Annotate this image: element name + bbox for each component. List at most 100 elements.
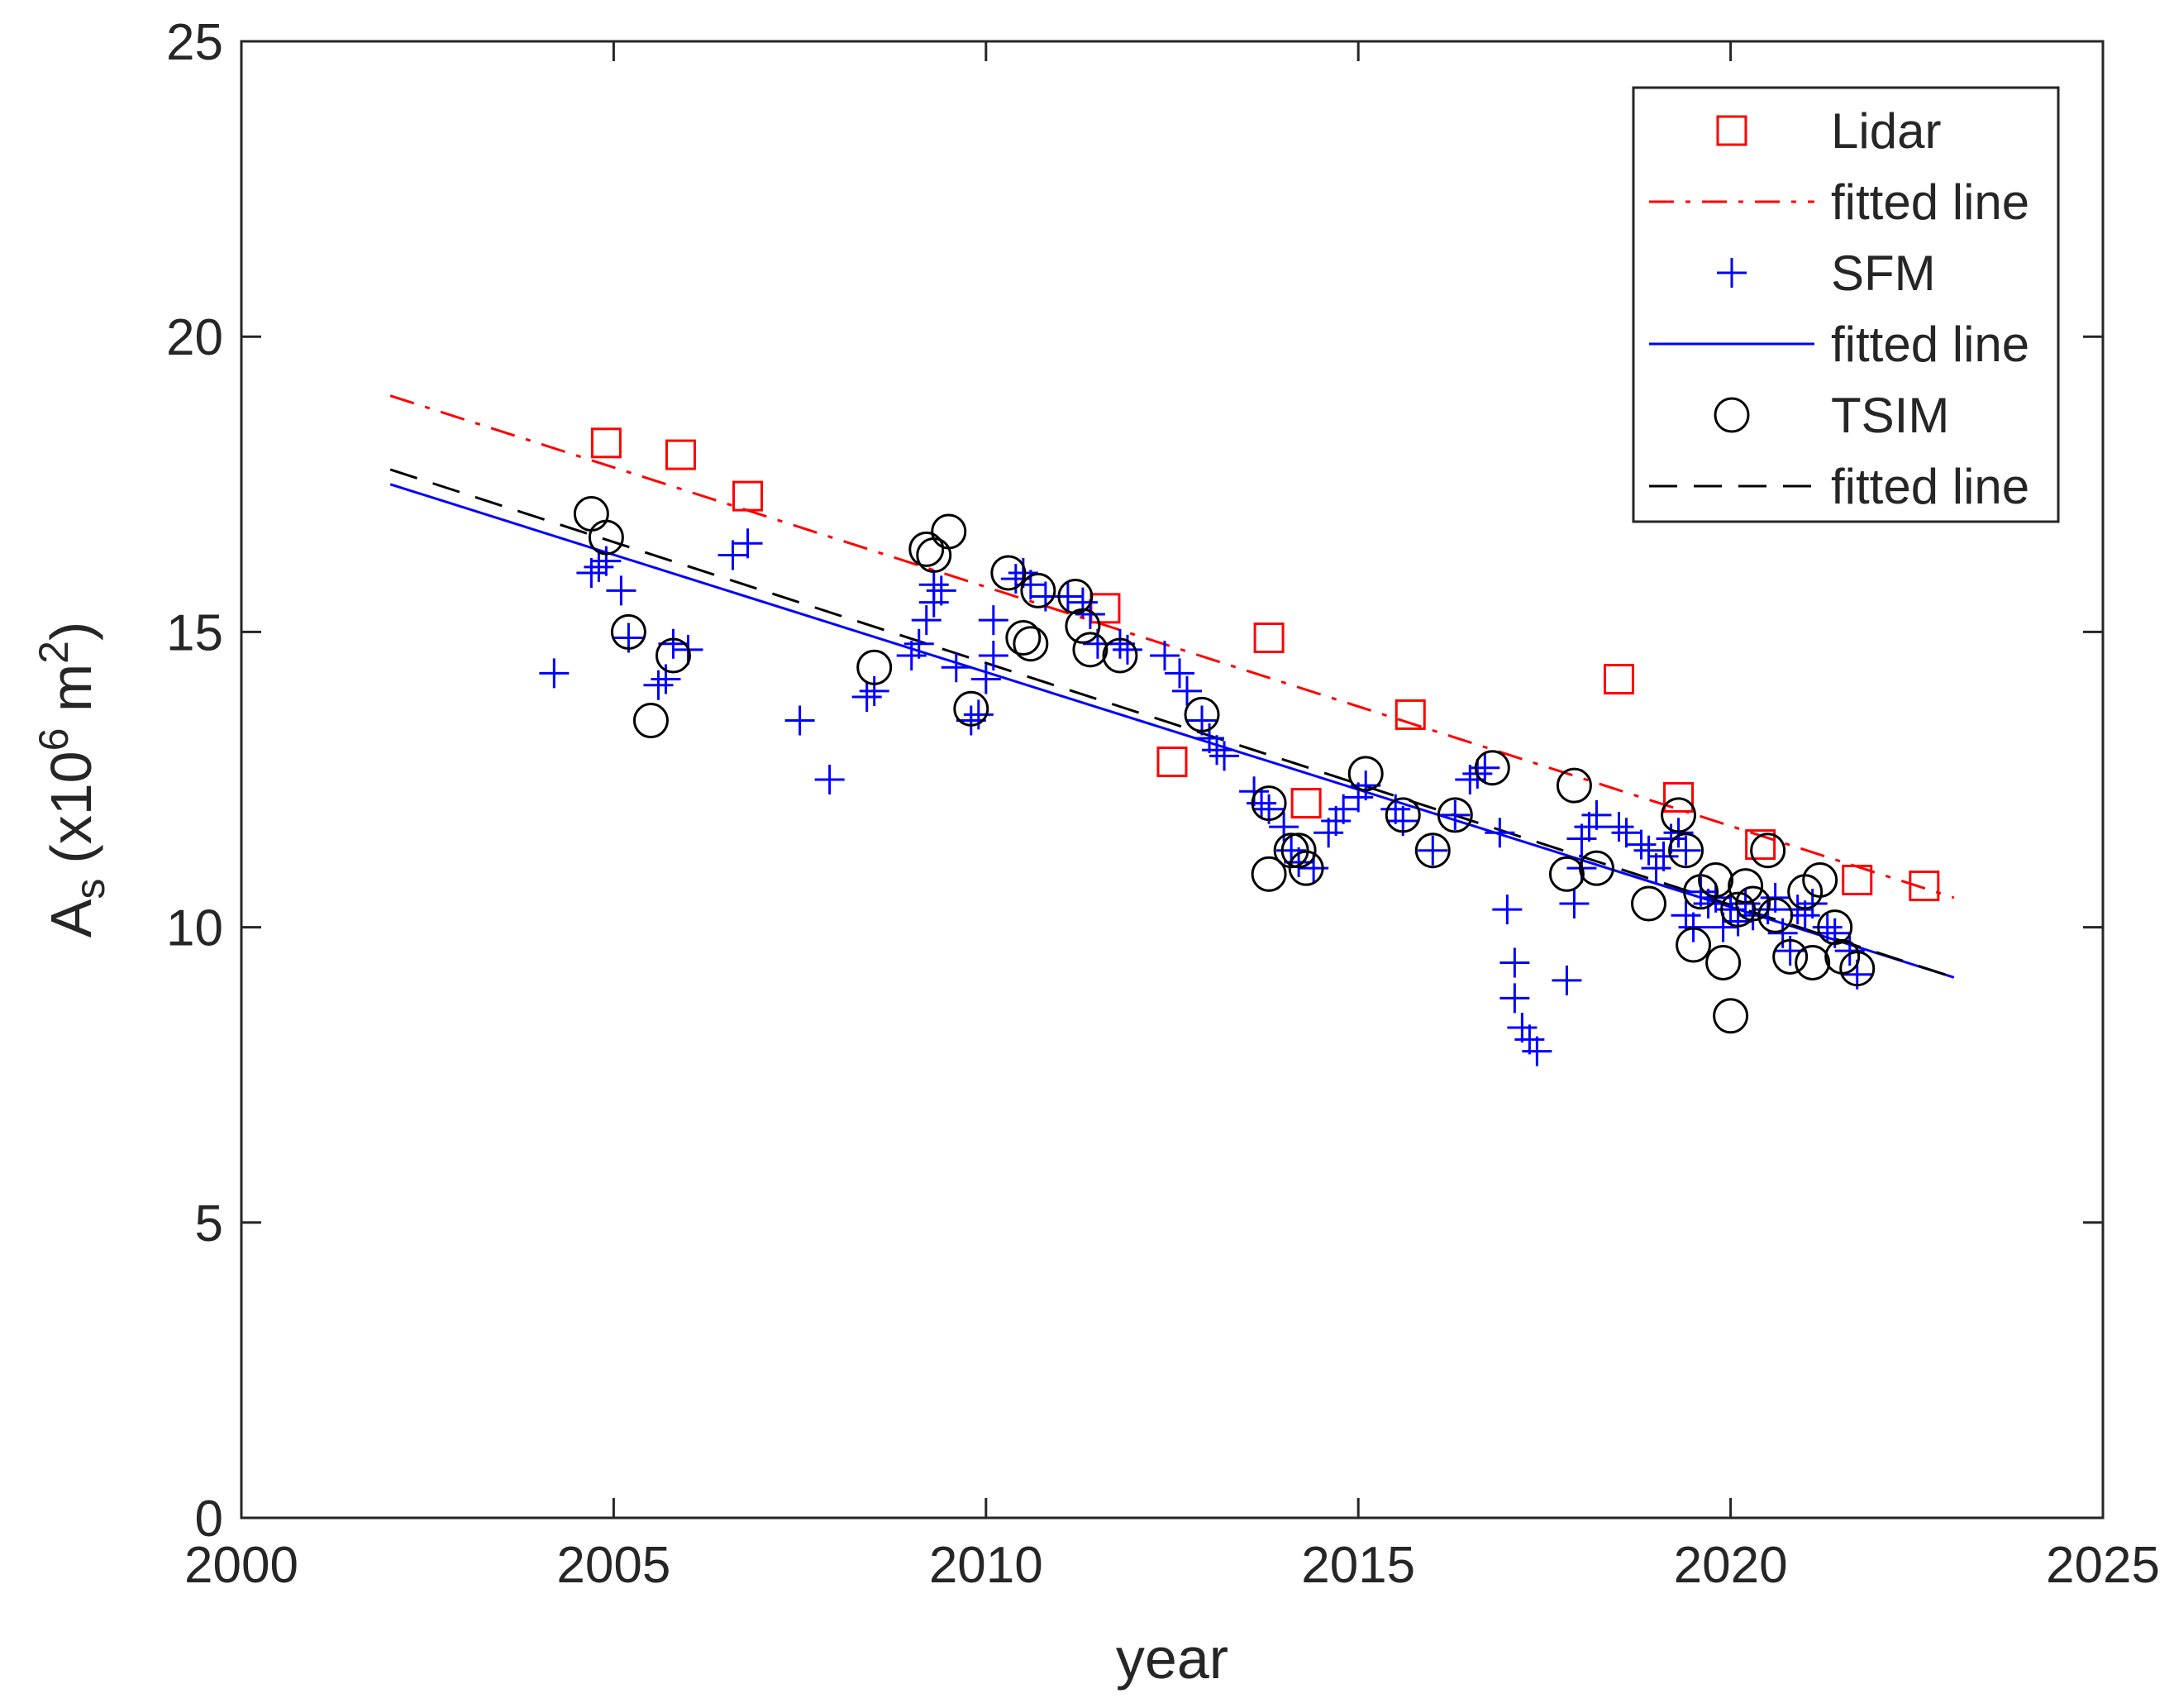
x-axis-title: year: [1116, 1626, 1228, 1691]
lidar-point: [1156, 747, 1188, 778]
y-tick-label: 0: [195, 1491, 223, 1548]
y-axis-title-base: A: [39, 899, 103, 937]
tsim-point: [573, 496, 609, 532]
tsim-point: [1102, 637, 1138, 674]
sfm-point: [651, 664, 681, 694]
sfm-point: [1648, 841, 1679, 871]
data-markers-layer: [539, 427, 1940, 1066]
sfm-point: [1321, 806, 1352, 837]
fitted-lines-layer: [389, 394, 1955, 979]
sfm-point: [1522, 1036, 1552, 1066]
tsim-point: [931, 513, 967, 550]
sfm-point: [859, 675, 889, 706]
tsim-point: [1280, 833, 1317, 869]
sfm-point: [718, 540, 748, 570]
lidar-point: [590, 427, 622, 459]
sfm-point: [1507, 1013, 1538, 1043]
sfm-point: [903, 628, 934, 659]
tsim-point: [1676, 927, 1712, 963]
tsim-point: [1735, 885, 1771, 922]
lidar-point: [1089, 593, 1121, 624]
sfm-point: [1581, 799, 1612, 830]
legend-entry: TSIM: [1714, 388, 1949, 443]
sfm-point: [1604, 812, 1634, 842]
tsim-point: [1839, 951, 1876, 987]
y-tick-label: 10: [166, 900, 223, 957]
legend-entry: fitted line: [1649, 174, 2029, 230]
legend-label: fitted line: [1831, 459, 2029, 514]
sfm-point: [606, 575, 636, 606]
tsim-point: [655, 637, 691, 674]
tsim-point: [1631, 885, 1667, 922]
sfm-point: [1671, 835, 1701, 866]
legend: Lidar fitted line SFM fitted line TSIM fitted…: [1632, 86, 2060, 523]
sfm-point: [1499, 947, 1530, 978]
tsim-point: [856, 649, 893, 685]
x-tick-label: 2025: [2046, 1537, 2160, 1594]
tsim-fitted-line: [389, 468, 1955, 979]
y-tick-label: 20: [166, 309, 223, 366]
sfm-point: [1574, 812, 1604, 842]
sfm-point: [1194, 723, 1225, 753]
legend-marker: [1717, 258, 1747, 288]
tsim-point: [1273, 833, 1309, 869]
sfm-point: [1611, 818, 1642, 848]
y-axis-title-unit-suffix: ): [39, 622, 103, 641]
sfm-point: [970, 664, 1001, 694]
x-tick-label: 2020: [1674, 1537, 1788, 1594]
sfm-point: [1239, 776, 1270, 807]
lidar-point: [1290, 788, 1322, 819]
sfm-point: [978, 605, 1008, 636]
y-axis-title-unit-prefix: (x10: [39, 751, 103, 863]
sfm-point: [896, 640, 927, 670]
legend-box: [1632, 86, 2060, 523]
y-tick-label: 15: [166, 604, 223, 661]
sfm-point: [1209, 741, 1240, 771]
x-tick-label: 2015: [1301, 1537, 1415, 1594]
y-axis-title-exponent: 6: [31, 728, 77, 751]
lidar-point: [1909, 871, 1940, 902]
tsim-point: [1347, 756, 1384, 792]
x-tick-label: 2000: [184, 1537, 298, 1594]
sfm-point: [576, 557, 607, 588]
tsim-point: [1251, 856, 1287, 892]
tsim-point: [1578, 850, 1614, 886]
sfm-point: [1418, 835, 1448, 866]
tsim-point: [1661, 797, 1697, 833]
y-axis-title: As (x106 m2): [31, 622, 113, 938]
legend-label: fitted line: [1831, 174, 2029, 230]
tsim-point: [1772, 938, 1809, 975]
y-axis-title-sub: s: [67, 879, 113, 899]
tsim-point: [1005, 620, 1042, 656]
tsim-point: [1414, 833, 1451, 869]
lidar-point: [732, 480, 764, 512]
tsim-point: [1705, 944, 1742, 980]
y-axis-title-unit-mid: m: [39, 664, 103, 728]
legend-entry: fitted line: [1649, 317, 2029, 372]
sfm-point: [1767, 918, 1798, 948]
sfm-point: [1790, 900, 1820, 931]
sfm-point: [941, 652, 971, 683]
lidar-point: [1745, 829, 1776, 861]
sfm-point: [926, 575, 956, 606]
sfm-point: [814, 765, 845, 794]
sfm-point: [591, 546, 622, 576]
tsim-point: [916, 537, 952, 574]
sfm-point: [1052, 581, 1083, 612]
tsim-point: [1013, 626, 1049, 662]
sfm-point: [978, 640, 1008, 670]
sfm-point: [1566, 823, 1597, 854]
sfm-point: [1247, 788, 1277, 818]
sfm-point: [1485, 818, 1515, 848]
sfm-point: [1782, 895, 1813, 925]
sfm-point: [851, 681, 882, 712]
lidar-point: [1395, 699, 1426, 730]
tsim-point: [908, 531, 945, 567]
sfm-point: [1559, 889, 1590, 919]
tsim-point: [1668, 833, 1704, 869]
tsim-point: [1548, 856, 1585, 892]
x-tick-label: 2010: [929, 1537, 1043, 1594]
legend-marker: [1714, 397, 1750, 433]
